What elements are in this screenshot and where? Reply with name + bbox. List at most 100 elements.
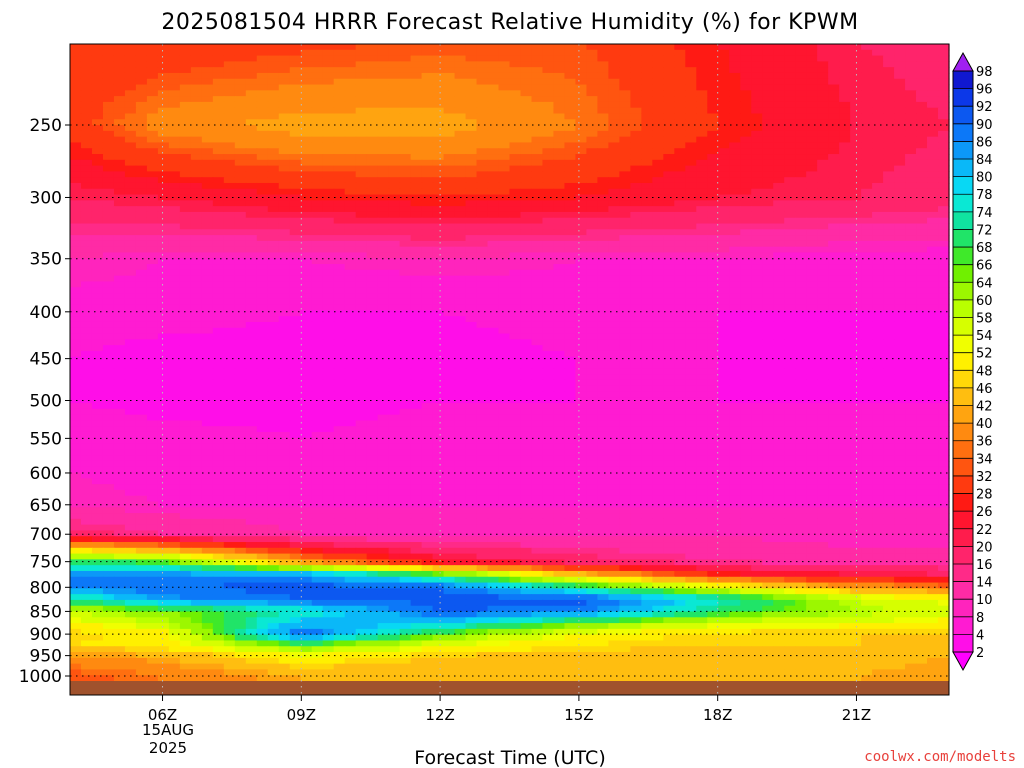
heatmap-cell xyxy=(509,304,522,311)
heatmap-cell xyxy=(212,67,225,74)
heatmap-cell xyxy=(641,304,653,311)
heatmap-cell xyxy=(740,258,752,265)
heatmap-cell xyxy=(234,345,247,352)
heatmap-cell xyxy=(278,72,291,80)
heatmap-cell xyxy=(729,229,741,236)
heatmap-cell xyxy=(652,96,664,103)
heatmap-cell xyxy=(157,333,170,340)
heatmap-cell xyxy=(707,298,719,306)
heatmap-cell xyxy=(366,356,379,364)
heatmap-cell xyxy=(883,78,895,86)
heatmap-cell xyxy=(597,78,609,86)
heatmap-cell xyxy=(850,44,862,51)
heatmap-cell xyxy=(190,206,203,213)
heatmap-cell xyxy=(278,321,291,329)
heatmap-cell xyxy=(795,125,807,132)
heatmap-cell xyxy=(124,246,137,254)
heatmap-cell xyxy=(487,275,500,283)
heatmap-cell xyxy=(498,61,511,68)
heatmap-cell xyxy=(245,333,258,340)
heatmap-cell xyxy=(399,327,412,335)
heatmap-cell xyxy=(80,345,93,352)
heatmap-cell xyxy=(718,258,730,265)
heatmap-cell xyxy=(905,345,917,352)
heatmap-cell xyxy=(850,154,862,161)
heatmap-cell xyxy=(168,171,181,178)
heatmap-cell xyxy=(773,136,785,144)
heatmap-cell xyxy=(531,368,544,375)
heatmap-cell xyxy=(773,206,785,213)
heatmap-cell xyxy=(80,90,93,97)
heatmap-cell xyxy=(410,96,423,103)
heatmap-cell xyxy=(740,391,752,398)
heatmap-cell xyxy=(575,345,588,352)
heatmap-cell xyxy=(553,154,566,161)
heatmap-cell xyxy=(465,339,478,346)
heatmap-cell xyxy=(520,264,533,271)
heatmap-cell xyxy=(729,356,741,364)
heatmap-cell xyxy=(454,356,467,364)
heatmap-cell xyxy=(630,240,642,248)
heatmap-cell xyxy=(619,310,631,317)
heatmap-cell xyxy=(542,217,555,225)
heatmap-cell xyxy=(795,345,807,352)
heatmap-cell xyxy=(410,281,423,288)
heatmap-cell xyxy=(278,327,291,335)
heatmap-cell xyxy=(784,182,796,190)
heatmap-cell xyxy=(729,368,741,375)
heatmap-cell xyxy=(894,374,906,381)
heatmap-cell xyxy=(278,125,291,132)
heatmap-cell xyxy=(894,356,906,364)
heatmap-cell xyxy=(113,72,126,80)
heatmap-cell xyxy=(344,304,357,311)
heatmap-cell xyxy=(223,403,236,410)
heatmap-cell xyxy=(212,264,225,271)
heatmap-cell xyxy=(377,72,390,80)
heatmap-cell xyxy=(91,252,104,259)
heatmap-cell xyxy=(333,177,346,184)
heatmap-cell xyxy=(696,72,708,80)
heatmap-cell xyxy=(245,368,258,375)
heatmap-cell xyxy=(366,339,379,346)
heatmap-cell xyxy=(531,379,544,387)
heatmap-cell xyxy=(80,72,93,80)
heatmap-cell xyxy=(465,165,478,172)
heatmap-cell xyxy=(476,148,489,155)
heatmap-cell xyxy=(784,217,796,225)
heatmap-cell xyxy=(245,403,258,410)
heatmap-cell xyxy=(828,96,840,103)
heatmap-cell xyxy=(344,61,357,68)
heatmap-cell xyxy=(542,142,555,149)
heatmap-cell xyxy=(124,229,137,236)
heatmap-cell xyxy=(201,275,214,283)
heatmap-cell xyxy=(245,136,258,144)
heatmap-cell xyxy=(113,368,126,375)
heatmap-cell xyxy=(740,142,752,149)
heatmap-cell xyxy=(234,298,247,306)
heatmap-cell xyxy=(586,350,598,358)
heatmap-cell xyxy=(729,107,741,115)
heatmap-cell xyxy=(674,397,686,404)
heatmap-cell xyxy=(355,339,368,346)
heatmap-cell xyxy=(861,148,873,155)
heatmap-cell xyxy=(333,391,346,398)
heatmap-cell xyxy=(135,368,148,375)
heatmap-cell xyxy=(828,188,840,196)
heatmap-cell xyxy=(190,275,203,283)
heatmap-cell xyxy=(421,258,434,265)
heatmap-cell xyxy=(124,84,137,91)
heatmap-cell xyxy=(245,165,258,172)
heatmap-cell xyxy=(608,368,620,375)
heatmap-cell xyxy=(817,310,829,317)
heatmap-cell xyxy=(663,177,675,184)
heatmap-cell xyxy=(377,362,390,369)
heatmap-cell xyxy=(938,298,950,306)
heatmap-cell xyxy=(223,258,236,265)
heatmap-cell xyxy=(872,84,884,91)
heatmap-cell xyxy=(366,287,379,294)
heatmap-cell xyxy=(740,350,752,358)
heatmap-cell xyxy=(377,67,390,74)
heatmap-cell xyxy=(641,223,653,230)
heatmap-cell xyxy=(542,188,555,196)
heatmap-cell xyxy=(608,84,620,91)
